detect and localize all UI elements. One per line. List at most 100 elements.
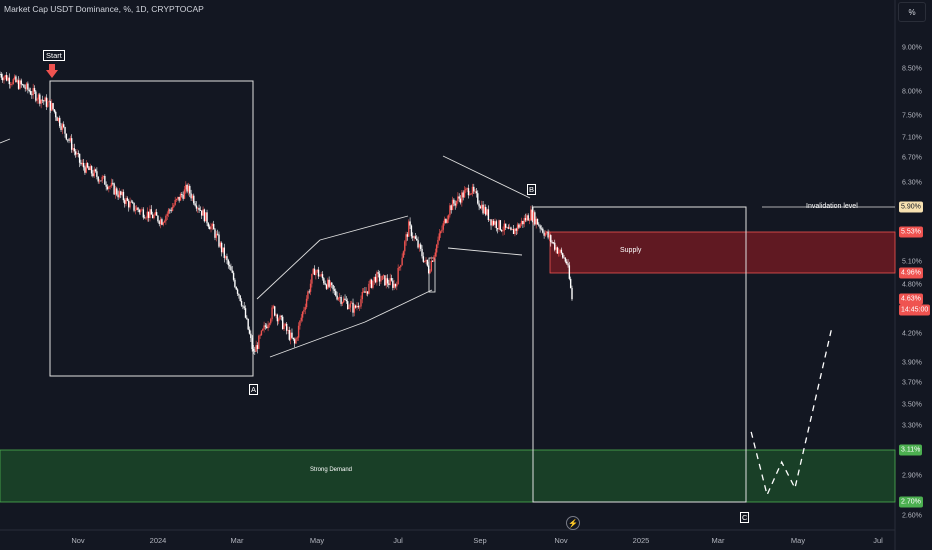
candle-body [571, 287, 573, 300]
candle-body [340, 297, 342, 304]
candle-body [410, 225, 413, 237]
candle-body [72, 148, 74, 150]
candle-body [0, 74, 3, 78]
demand-bottom-tag: 2.70% [899, 496, 923, 508]
candle-body [559, 249, 561, 253]
candle-body [300, 317, 302, 321]
time-tick-label: Jul [873, 536, 883, 545]
candle-body [0, 74, 1, 75]
projection-path [750, 326, 833, 497]
candle-body [364, 291, 366, 293]
candle-body [104, 176, 106, 185]
candle-body [471, 186, 474, 194]
candle-body [134, 210, 137, 211]
candle-body [174, 199, 176, 205]
range-rectangle-a[interactable] [49, 80, 254, 377]
candle-body [534, 212, 536, 225]
supply-zone[interactable] [549, 231, 896, 274]
candle-body [161, 219, 163, 225]
candle-body [339, 297, 341, 298]
time-tick-label: Mar [230, 536, 244, 545]
candle-body [274, 306, 276, 316]
range-rectangle-bc[interactable] [532, 206, 747, 503]
candle-body [487, 209, 490, 220]
candle-body [434, 252, 437, 257]
candle-body [51, 103, 53, 111]
candle-body [304, 307, 306, 310]
candles [0, 71, 573, 355]
candle-body [231, 270, 233, 273]
candle-body [69, 138, 72, 141]
candle-body [506, 227, 508, 229]
candle-body [246, 317, 248, 319]
candle-body [366, 291, 369, 294]
candle-body [329, 282, 332, 287]
candle-body [271, 307, 273, 320]
candle-body [191, 195, 194, 199]
candle-body [320, 274, 322, 276]
strong-demand-zone[interactable] [0, 449, 896, 503]
candle-body [356, 305, 358, 308]
candle-body [311, 273, 313, 284]
candle-body [32, 88, 34, 95]
candle-body [502, 230, 504, 232]
candle-body [462, 192, 464, 198]
candle-body [247, 318, 249, 330]
lightning-icon[interactable]: ⚡ [566, 516, 580, 530]
candle-body [27, 83, 29, 90]
candle-body [486, 209, 488, 215]
candle-body [479, 206, 482, 209]
candle-body [77, 153, 80, 154]
candle-body [84, 167, 86, 173]
time-tick-label: 2024 [149, 536, 167, 545]
candle-body [109, 186, 111, 187]
candle-body [382, 275, 385, 277]
candle-body [195, 205, 198, 209]
candle-body [250, 333, 252, 339]
current-price-tag: 4.63% [899, 293, 923, 305]
falling-wedge[interactable] [442, 155, 531, 256]
candle-body [211, 224, 214, 227]
candle-body [216, 233, 219, 235]
candle-body [31, 94, 33, 96]
candle-body [323, 278, 325, 284]
candle-body [263, 325, 265, 329]
candle-body [408, 221, 410, 237]
candle-body [226, 256, 228, 261]
percent-toggle-button[interactable]: % [898, 2, 926, 22]
candle-body [297, 325, 300, 338]
candle-body [332, 284, 334, 290]
candle-body [394, 283, 397, 287]
candle-body [52, 103, 54, 110]
candle-body [272, 306, 275, 308]
rising-channel[interactable] [256, 215, 433, 358]
candle-body [531, 209, 533, 221]
candle-body [255, 345, 257, 352]
candle-body [129, 201, 131, 208]
candle-body [507, 227, 509, 229]
candle-body [288, 330, 291, 340]
candle-body [404, 241, 406, 252]
candle-body [267, 324, 269, 329]
candle-body [73, 148, 76, 152]
trend-line-stub [0, 138, 11, 144]
price-tick-label: 8.50% [902, 65, 922, 73]
candle-body [442, 223, 444, 230]
candle-body [228, 265, 231, 267]
candle-body [308, 291, 310, 293]
candle-body [98, 180, 101, 182]
candle-body [106, 186, 109, 189]
candle-body [309, 283, 312, 292]
supply-label: Supply [620, 247, 642, 254]
candle-body [496, 228, 499, 230]
candle-body [128, 200, 130, 208]
candle-body [552, 242, 555, 244]
candle-body [450, 205, 452, 211]
candle-body [463, 190, 466, 198]
candle-body [523, 218, 525, 225]
breakout-box [428, 257, 436, 293]
candle-body [455, 200, 458, 206]
candle-body [307, 291, 309, 299]
candle-body [179, 194, 182, 201]
